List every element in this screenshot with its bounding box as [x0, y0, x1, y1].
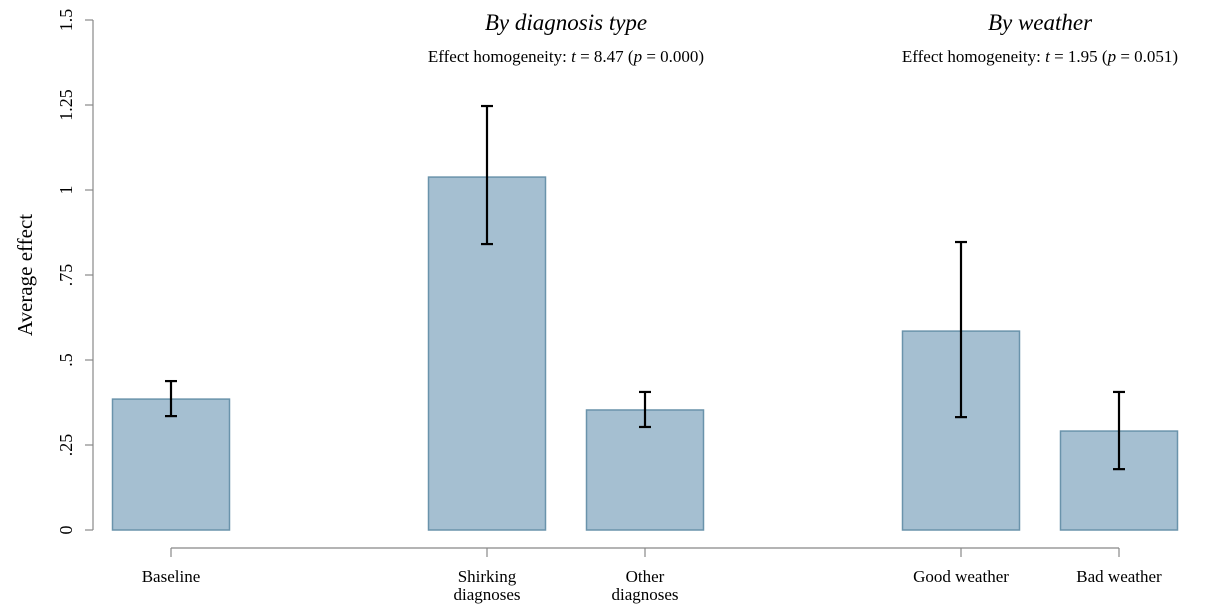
y-tick-label: .75: [56, 264, 76, 287]
x-tick-label: Other: [626, 567, 665, 586]
group-stat: Effect homogeneity: t = 8.47 (p = 0.000): [428, 47, 704, 66]
y-tick-label: .5: [56, 353, 76, 367]
y-tick-label: .25: [56, 434, 76, 457]
error-bar: [481, 104, 493, 246]
y-tick-label: 1: [56, 186, 76, 195]
stat-part: = 0.051): [1116, 47, 1178, 66]
stat-part: p: [633, 47, 643, 66]
error-bar: [955, 240, 967, 419]
x-tick-label: Baseline: [142, 567, 201, 586]
x-tick-label: diagnoses: [611, 585, 678, 604]
error-bar: [639, 390, 651, 429]
group-stat: Effect homogeneity: t = 1.95 (p = 0.051): [902, 47, 1178, 66]
stat-part: = 1.95 (: [1050, 47, 1108, 66]
stat-part: Effect homogeneity:: [428, 47, 571, 66]
x-tick-label: Bad weather: [1076, 567, 1162, 586]
stat-part: t: [1045, 47, 1051, 66]
y-tick-label: 1.25: [56, 89, 76, 121]
stat-part: = 0.000): [642, 47, 704, 66]
y-tick-label: 0: [56, 526, 76, 535]
x-tick-label: Good weather: [913, 567, 1009, 586]
stat-part: Effect homogeneity:: [902, 47, 1045, 66]
stat-part: p: [1107, 47, 1117, 66]
stat-part: t: [571, 47, 577, 66]
stat-part: = 8.47 (: [576, 47, 634, 66]
x-tick-label: diagnoses: [453, 585, 520, 604]
error-bar: [1113, 390, 1125, 471]
group-title: By diagnosis type: [485, 10, 647, 35]
y-tick-label: 1.5: [56, 9, 76, 32]
group-title: By weather: [988, 10, 1093, 35]
x-tick-label: Shirking: [458, 567, 517, 586]
y-axis-label: Average effect: [13, 214, 37, 336]
error-bar: [165, 379, 177, 418]
bar: [111, 398, 231, 531]
